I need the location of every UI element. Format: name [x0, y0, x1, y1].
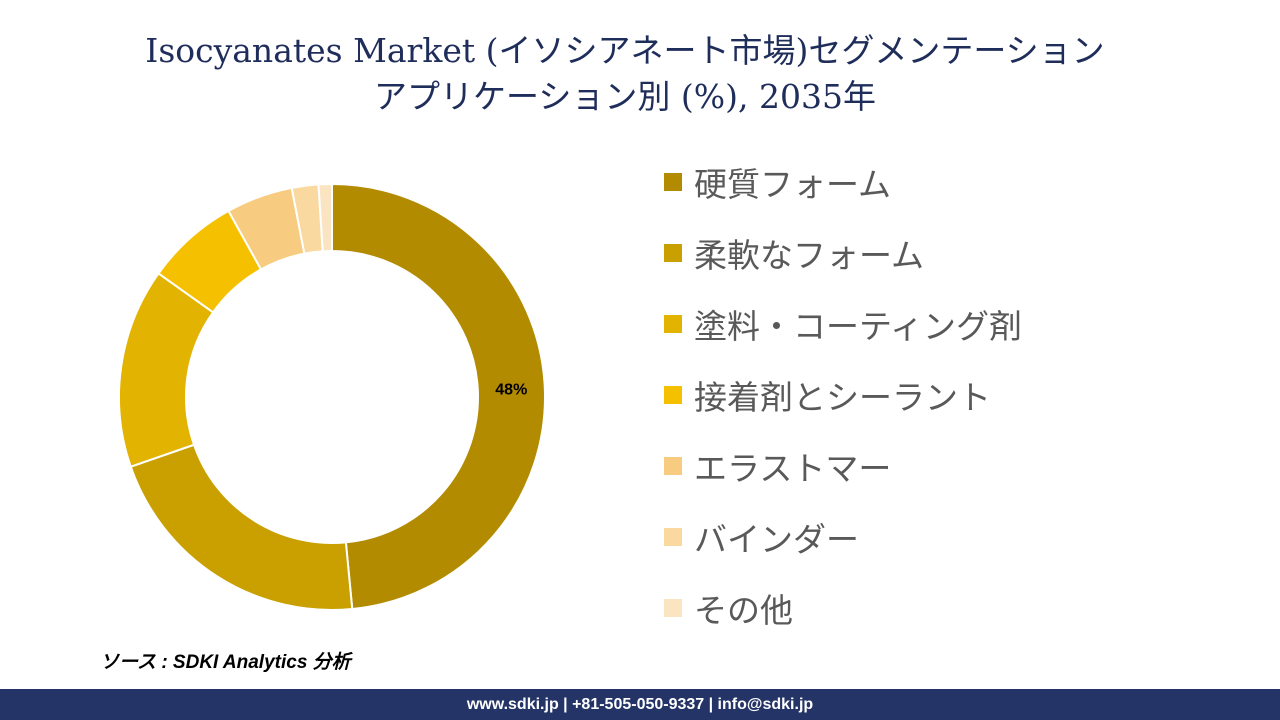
legend-item-6: バインダー — [664, 501, 1022, 572]
legend-label: 塗料・コーティング剤 — [694, 306, 1023, 346]
legend-item-2: 柔軟なフォーム — [664, 217, 1022, 288]
legend-item-7: その他 — [664, 572, 1022, 643]
legend-swatch — [664, 527, 682, 546]
legend-label: バインダー — [694, 519, 859, 559]
chart-legend: 硬質フォーム 柔軟なフォーム塗料・コーティング剤 接着剤とシーラント エラストマー バイ… — [664, 146, 1022, 643]
legend-swatch — [664, 456, 682, 475]
legend-item-3: 塗料・コーティング剤 — [664, 288, 1022, 359]
legend-label: 接着剤とシーラント — [694, 377, 991, 417]
donut-slice-2 — [129, 443, 354, 611]
legend-item-5: エラストマー — [664, 430, 1022, 501]
legend-label: エラストマー — [694, 448, 892, 488]
legend-swatch — [664, 172, 682, 191]
donut-chart: 48% — [118, 182, 546, 611]
donut-slice-1 — [331, 182, 546, 611]
legend-label: その他 — [694, 590, 793, 630]
chart-title: Isocyanates Market (イソシアネート市場)セグメンテーション … — [0, 28, 1250, 120]
legend-swatch — [664, 385, 682, 404]
chart-title-line2: アプリケーション別 (%), 2035年 — [374, 77, 876, 116]
footer-contact-bar: www.sdki.jp | +81-505-050-9337 | info@sd… — [0, 689, 1280, 720]
legend-label: 柔軟なフォーム — [694, 235, 925, 275]
legend-label: 硬質フォーム — [694, 164, 892, 204]
donut-data-label-1: 48% — [495, 381, 527, 398]
chart-title-line1: Isocyanates Market (イソシアネート市場)セグメンテーション — [145, 31, 1105, 70]
donut-slice-7 — [317, 182, 333, 253]
legend-item-1: 硬質フォーム — [664, 146, 1022, 217]
legend-item-4: 接着剤とシーラント — [664, 359, 1022, 430]
legend-swatch — [664, 314, 682, 333]
source-note: ソース : SDKI Analytics 分析 — [100, 652, 351, 673]
legend-swatch — [664, 598, 682, 617]
legend-swatch — [664, 243, 682, 262]
